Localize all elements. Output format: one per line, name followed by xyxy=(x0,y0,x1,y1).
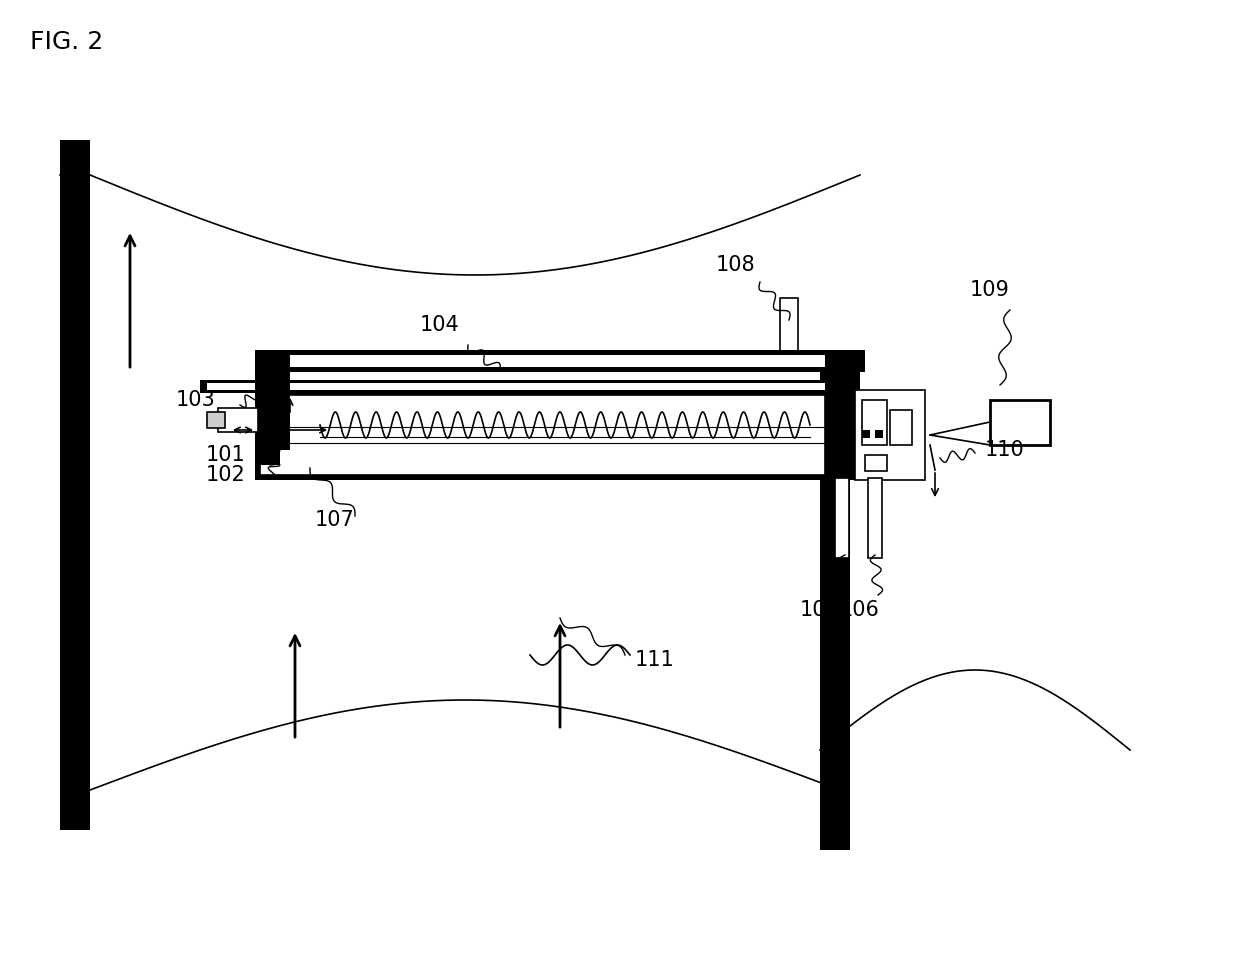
Bar xyxy=(265,355,856,367)
Bar xyxy=(255,400,280,465)
Bar xyxy=(835,478,849,558)
Bar xyxy=(255,440,866,462)
Text: 107: 107 xyxy=(315,510,355,530)
Bar xyxy=(825,350,861,450)
Bar xyxy=(260,395,825,475)
Bar xyxy=(825,390,861,480)
Bar xyxy=(780,298,799,353)
Bar xyxy=(255,390,830,480)
Bar xyxy=(776,350,802,355)
Bar xyxy=(820,370,849,850)
Text: FIG. 2: FIG. 2 xyxy=(30,30,103,54)
Bar xyxy=(856,390,925,480)
Bar xyxy=(990,400,1050,445)
Bar xyxy=(862,430,870,438)
Text: 103: 103 xyxy=(175,390,215,410)
Bar xyxy=(260,395,825,475)
Text: 104: 104 xyxy=(420,315,460,335)
Bar xyxy=(207,412,224,428)
Text: 105: 105 xyxy=(800,600,839,620)
Bar xyxy=(60,140,91,830)
Bar xyxy=(255,350,290,450)
Bar xyxy=(866,455,887,471)
Text: 101: 101 xyxy=(206,445,246,465)
Text: 108: 108 xyxy=(715,255,755,275)
Text: 111: 111 xyxy=(635,650,675,670)
Bar xyxy=(875,430,883,438)
Bar xyxy=(868,478,882,558)
Text: 109: 109 xyxy=(970,280,1009,300)
Bar xyxy=(200,380,861,393)
Bar xyxy=(890,410,911,445)
Bar xyxy=(218,408,258,432)
Bar xyxy=(255,350,866,372)
Text: 102: 102 xyxy=(206,465,246,485)
Text: 110: 110 xyxy=(985,440,1024,460)
Text: 106: 106 xyxy=(839,600,880,620)
Bar xyxy=(207,383,853,390)
Bar xyxy=(862,400,887,445)
